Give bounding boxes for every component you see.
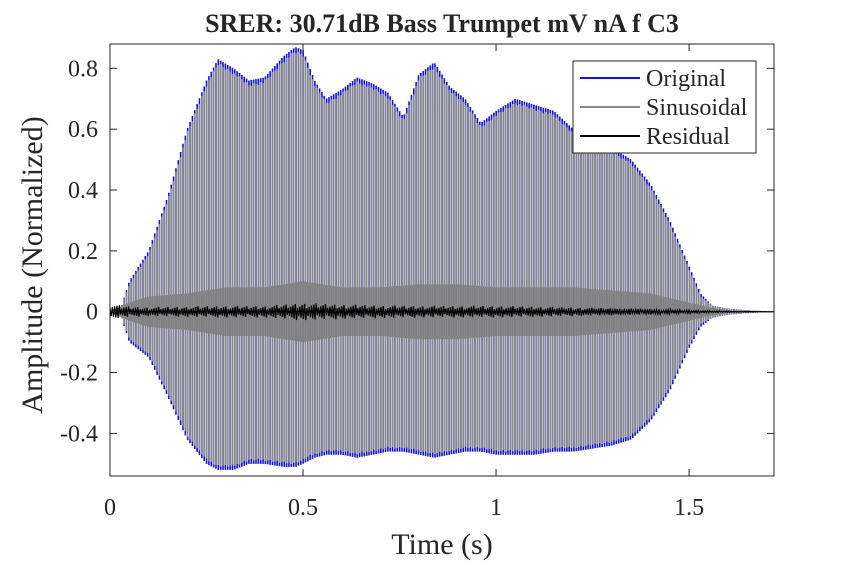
- axes: [109, 43, 775, 477]
- y-tick-label: 0.8: [68, 56, 98, 82]
- x-tick-label: 0: [104, 495, 116, 521]
- y-tick-label: -0.2: [60, 361, 98, 387]
- legend-label-sinusoidal: Sinusoidal: [646, 95, 748, 121]
- y-tick-label: 0.4: [68, 178, 98, 204]
- y-tick-label: 0.6: [68, 117, 98, 143]
- axes-box: [109, 43, 775, 477]
- x-tick-label: 0.5: [288, 495, 318, 521]
- series-residual-path: [110, 303, 774, 321]
- x-axis-label: Time (s): [391, 528, 492, 561]
- x-tick-label: 1.5: [674, 495, 704, 521]
- series-residual: [110, 303, 774, 321]
- y-axis-label: Amplitude (Normalized): [16, 116, 49, 413]
- legend-label-residual: Residual: [646, 124, 730, 150]
- tick-labels: 0 0.5 1 1.5 -0.4 -0.2 0 0.2 0.4 0.6 0.8: [60, 56, 704, 521]
- y-tick-label: 0: [86, 300, 98, 326]
- y-tick-label: -0.4: [60, 421, 98, 447]
- legend-label-original: Original: [646, 66, 726, 92]
- chart-title: SRER: 30.71dB Bass Trumpet mV nA f C3: [205, 9, 679, 38]
- plot-area: [110, 47, 774, 470]
- x-tick-label: 1: [490, 495, 502, 521]
- legend: Original Sinusoidal Residual: [572, 60, 757, 154]
- y-tick-label: 0.2: [68, 239, 98, 265]
